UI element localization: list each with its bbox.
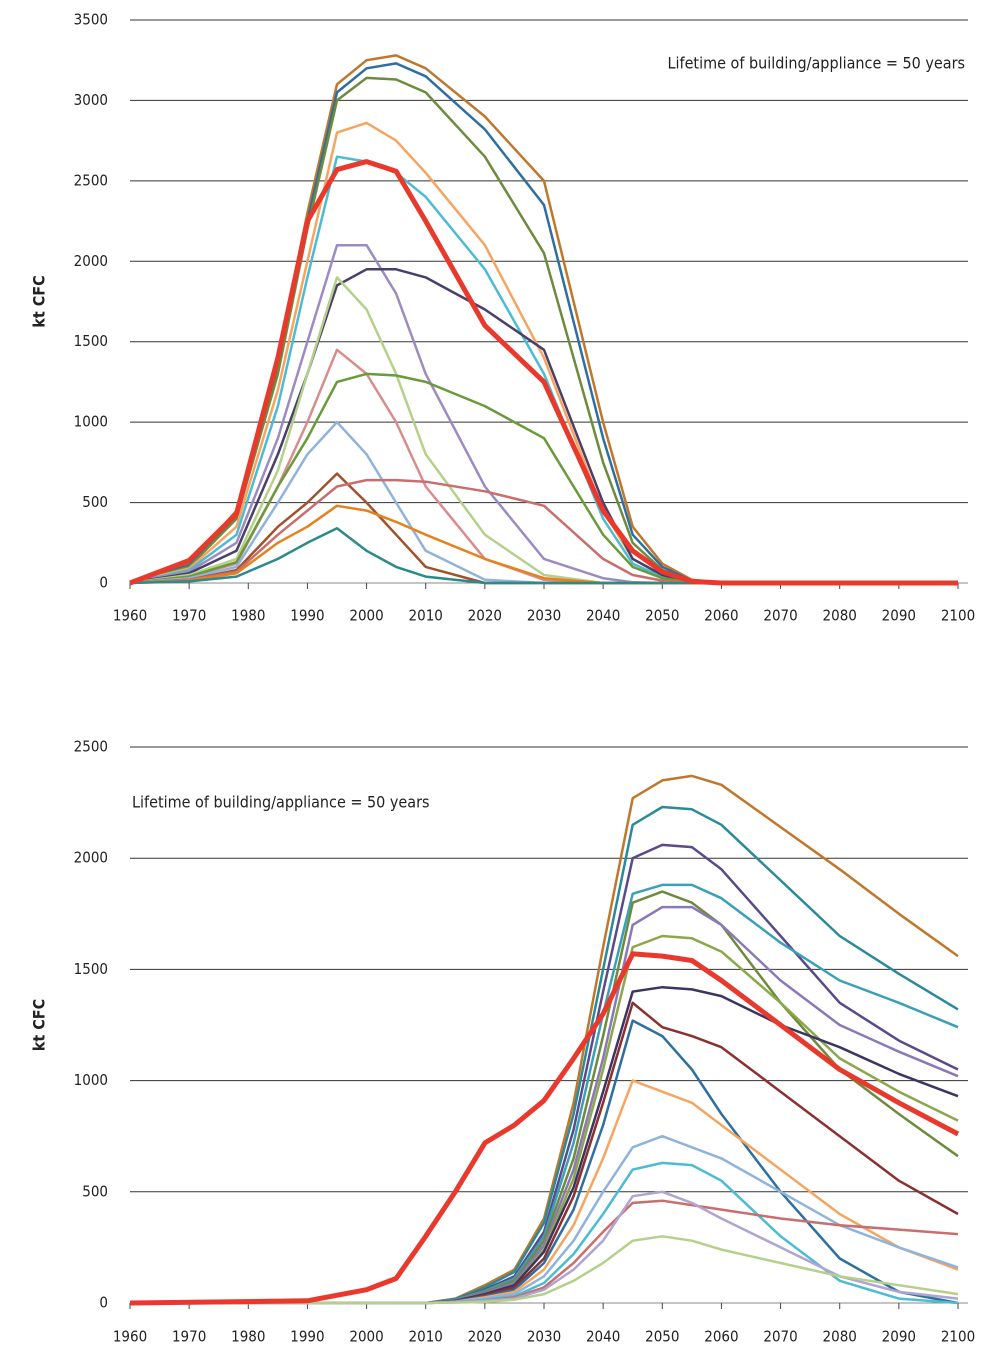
x-tick-label: 2000 xyxy=(349,607,383,625)
x-tick-label: 2040 xyxy=(586,607,620,625)
x-tick-label: 1980 xyxy=(231,607,265,625)
x-tick-label: 2070 xyxy=(763,607,797,625)
y-axis-label: kt CFC xyxy=(30,275,49,327)
x-tick-label: 2080 xyxy=(823,607,857,625)
y-tick-label: 500 xyxy=(82,1182,108,1200)
series-line xyxy=(129,268,958,585)
y-tick-label: 1500 xyxy=(74,960,108,978)
x-tick-label: 2090 xyxy=(882,607,916,625)
y-tick-label: 1000 xyxy=(74,1071,108,1089)
y-tick-label: 2500 xyxy=(74,738,108,756)
x-tick-label: 2090 xyxy=(882,1328,916,1346)
series-line xyxy=(129,504,958,585)
x-tick-label: 2020 xyxy=(468,607,502,625)
x-tick-label: 2050 xyxy=(645,607,679,625)
series-line xyxy=(129,372,958,585)
x-tick-label: 1960 xyxy=(113,607,147,625)
x-tick-label: 2060 xyxy=(704,1328,738,1346)
x-tick-label: 2010 xyxy=(409,607,443,625)
series-line xyxy=(130,1001,959,1305)
y-tick-label: 2000 xyxy=(74,849,108,867)
series-line xyxy=(130,1235,959,1305)
x-tick-label: 2080 xyxy=(823,1328,857,1346)
y-tick-label: 1000 xyxy=(74,413,108,431)
y-tick-label: 3500 xyxy=(74,11,108,29)
series-line xyxy=(130,934,959,1305)
x-tick-label: 2010 xyxy=(409,1328,443,1346)
x-tick-label: 1980 xyxy=(231,1328,265,1346)
y-axis-label: kt CFC xyxy=(30,999,49,1051)
series-line xyxy=(130,905,959,1305)
annotation: Lifetime of building/appliance = 50 year… xyxy=(667,54,965,73)
series-line xyxy=(129,951,960,1306)
y-tick-label: 500 xyxy=(82,493,108,511)
y-tick-label: 0 xyxy=(99,574,108,592)
series-line xyxy=(129,478,958,585)
x-tick-label: 2050 xyxy=(645,1328,679,1346)
x-tick-label: 2060 xyxy=(704,607,738,625)
x-tick-label: 2070 xyxy=(763,1328,797,1346)
x-tick-label: 1970 xyxy=(172,1328,206,1346)
x-tick-label: 2100 xyxy=(941,607,975,625)
y-tick-label: 3000 xyxy=(74,91,108,109)
annotation: Lifetime of building/appliance = 50 year… xyxy=(132,793,430,812)
x-tick-label: 1990 xyxy=(290,607,324,625)
series-line xyxy=(129,159,958,586)
x-tick-label: 1960 xyxy=(113,1328,147,1346)
x-tick-label: 1990 xyxy=(290,1328,324,1346)
x-tick-label: 2030 xyxy=(527,607,561,625)
series-line xyxy=(129,54,958,585)
y-tick-label: 0 xyxy=(99,1294,108,1312)
x-tick-label: 2030 xyxy=(527,1328,561,1346)
x-tick-label: 2020 xyxy=(468,1328,502,1346)
x-tick-label: 2040 xyxy=(586,1328,620,1346)
y-tick-label: 1500 xyxy=(74,332,108,350)
y-tick-label: 2500 xyxy=(74,171,108,189)
x-tick-label: 2100 xyxy=(941,1328,975,1346)
x-tick-label: 2000 xyxy=(349,1328,383,1346)
y-tick-label: 2000 xyxy=(74,252,108,270)
series-line xyxy=(129,527,958,585)
x-tick-label: 1970 xyxy=(172,607,206,625)
